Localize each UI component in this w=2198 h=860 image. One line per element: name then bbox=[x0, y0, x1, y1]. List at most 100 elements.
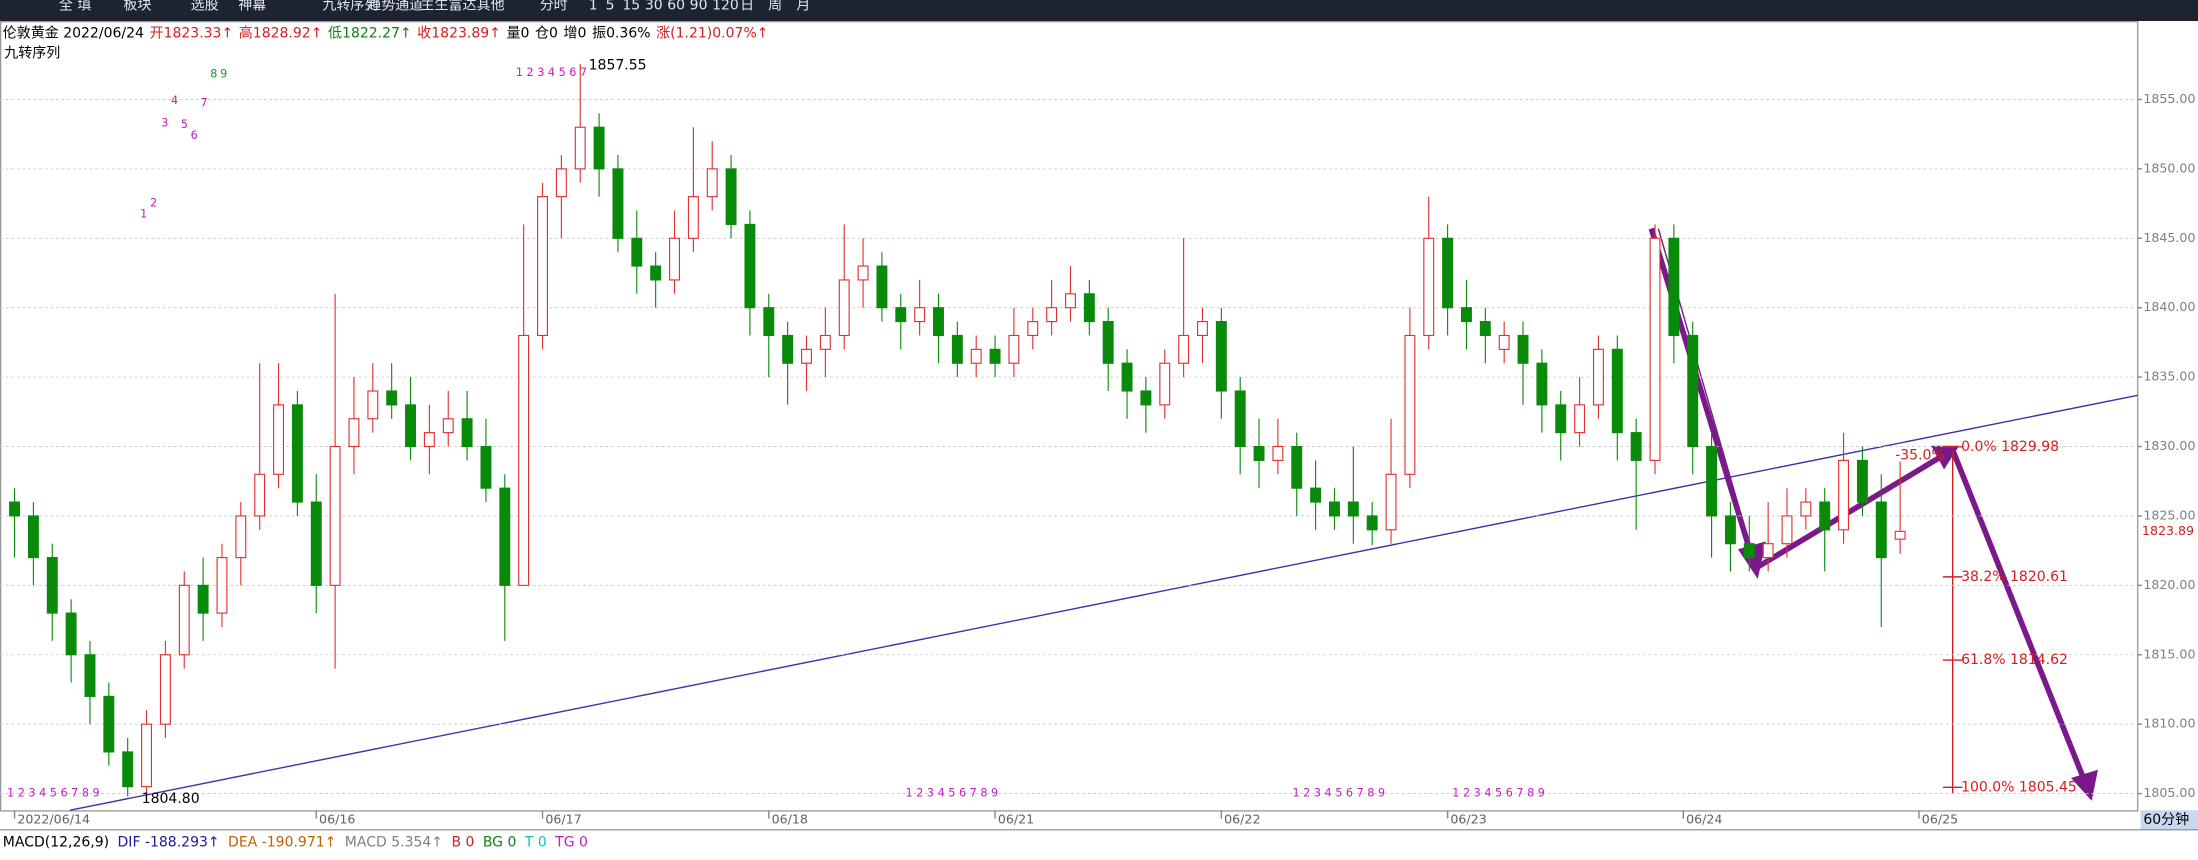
candle-body bbox=[1781, 515, 1793, 545]
candle-body bbox=[555, 168, 567, 198]
toolbar-item[interactable]: 90 bbox=[690, 0, 708, 14]
arrow bbox=[1950, 448, 2088, 782]
candle-body bbox=[801, 348, 812, 364]
low-label: 1804.80 bbox=[142, 791, 200, 807]
candle-body bbox=[1592, 348, 1604, 406]
candle-body bbox=[84, 654, 96, 697]
indicator-name: 九转序列 bbox=[4, 45, 60, 61]
x-tick-label: 06/17 bbox=[545, 812, 581, 827]
candle-body bbox=[1649, 237, 1661, 461]
y-tick-label: 1805.00 bbox=[2143, 785, 2195, 800]
candle-body bbox=[518, 334, 530, 586]
macd-item: MACD 5.354↑ bbox=[345, 834, 443, 850]
candle-body bbox=[876, 265, 888, 309]
y-tick-label: 1845.00 bbox=[2143, 230, 2195, 245]
header-item: 收1823.89↑ bbox=[417, 26, 501, 42]
candle-body bbox=[593, 126, 605, 170]
candle-body bbox=[612, 168, 624, 239]
toolbar-item[interactable]: 60 bbox=[667, 0, 685, 14]
td-digit: 7 bbox=[200, 97, 207, 110]
candle-body bbox=[1611, 348, 1623, 434]
td-digit: 8 bbox=[210, 67, 217, 80]
toolbar-item[interactable]: 板块 bbox=[123, 0, 151, 14]
candle-body bbox=[970, 348, 982, 364]
candle-body bbox=[122, 751, 134, 788]
x-tick-label: 06/18 bbox=[772, 812, 808, 827]
high-label: 1857.55 bbox=[589, 57, 647, 73]
candle-body bbox=[1875, 501, 1887, 559]
toolbar-item[interactable]: 月 bbox=[796, 0, 810, 14]
macd-item: TG 0 bbox=[554, 834, 588, 850]
candle-body bbox=[1027, 321, 1039, 337]
drawn-arrows bbox=[1648, 227, 2098, 801]
y-tick-label: 1850.00 bbox=[2143, 160, 2195, 175]
arrow-head bbox=[1931, 445, 1960, 470]
candle-body bbox=[103, 695, 115, 753]
candle-body bbox=[442, 418, 454, 434]
candle-body bbox=[819, 334, 831, 350]
candle-body bbox=[197, 584, 209, 614]
candle-body bbox=[782, 334, 794, 364]
macd-item: DEA -190.971↑ bbox=[228, 834, 336, 850]
toolbar-item[interactable]: 5 bbox=[606, 0, 615, 14]
toolbar-item[interactable]: 趋势通道 bbox=[367, 0, 423, 14]
candle-body bbox=[1630, 432, 1642, 461]
candle-body bbox=[1555, 404, 1567, 434]
candle-body bbox=[254, 473, 266, 517]
candle-body bbox=[1668, 237, 1680, 337]
toolbar-item[interactable]: 15 bbox=[622, 0, 640, 14]
candle-body bbox=[895, 307, 907, 323]
candle-body bbox=[838, 279, 850, 337]
candle-body bbox=[1347, 501, 1359, 517]
header-item: 高1828.92↑ bbox=[239, 25, 323, 42]
toolbar-item[interactable]: 30 bbox=[645, 0, 663, 14]
toolbar-item[interactable]: 日 bbox=[740, 0, 754, 14]
fib-label: 0.0% 1829.98 bbox=[1961, 439, 2059, 455]
fib-label: 100.0% 1805.45 bbox=[1961, 779, 2077, 795]
candle-body bbox=[1460, 307, 1472, 323]
candle-body bbox=[499, 487, 511, 586]
candle-body bbox=[1819, 501, 1831, 531]
trend-line bbox=[69, 394, 2138, 811]
candle-body bbox=[1894, 530, 1906, 540]
candle-body bbox=[1800, 501, 1812, 517]
candle-body bbox=[1328, 501, 1340, 517]
candle-body bbox=[1121, 362, 1133, 392]
candle-body bbox=[1253, 445, 1265, 461]
candle-body bbox=[386, 390, 398, 406]
candle-body bbox=[1517, 334, 1529, 364]
candle-body bbox=[1442, 237, 1454, 309]
toolbar-item[interactable]: 选股 bbox=[191, 0, 219, 14]
candle-body bbox=[1197, 321, 1208, 337]
arrow bbox=[1648, 227, 1755, 559]
toolbar-item[interactable]: 周 bbox=[768, 0, 782, 14]
toolbar-item[interactable]: 全 填 bbox=[59, 0, 91, 14]
candle-body bbox=[216, 557, 228, 614]
candle-body bbox=[348, 418, 360, 448]
td-digit: 5 bbox=[181, 118, 188, 131]
td-digit: 1 bbox=[140, 207, 147, 220]
candle-body bbox=[1706, 445, 1718, 517]
candle-body bbox=[1856, 459, 1868, 503]
candle-body bbox=[1159, 362, 1171, 406]
toolbar-item[interactable]: 主生富达 bbox=[421, 0, 477, 14]
candle-body bbox=[461, 418, 473, 448]
toolbar-item[interactable]: 120 bbox=[712, 0, 739, 14]
td-digit: 6 bbox=[191, 129, 198, 142]
header-item: 伦敦黄金 2022/06/24 bbox=[3, 25, 144, 42]
toolbar-item[interactable]: 九转序列 bbox=[322, 0, 378, 14]
candle-body bbox=[46, 557, 58, 614]
td-digit: 3 bbox=[161, 116, 168, 129]
toolbar-item[interactable]: 1 bbox=[589, 0, 598, 14]
candle-body bbox=[744, 223, 756, 309]
toolbar-item[interactable]: 其他 bbox=[477, 0, 505, 14]
header-item: 低1822.27↑ bbox=[328, 26, 412, 42]
candle-body bbox=[329, 445, 341, 586]
toolbar-item[interactable]: 神幕 bbox=[238, 0, 266, 14]
candle-body bbox=[310, 501, 322, 586]
candle-body bbox=[725, 168, 737, 225]
x-tick-label: 2022/06/14 bbox=[17, 812, 90, 827]
candle-body bbox=[989, 348, 1001, 364]
toolbar-item[interactable]: 分时 bbox=[540, 0, 568, 14]
header-item: 振0.36% bbox=[592, 26, 650, 42]
